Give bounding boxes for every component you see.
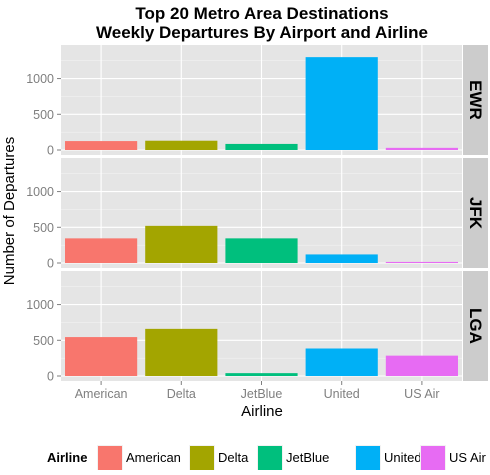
facet-strip-label: LGA <box>466 308 485 344</box>
facet-strip <box>463 271 488 381</box>
legend-key-swatch <box>356 446 380 470</box>
y-tick-label: 0 <box>47 144 54 158</box>
bar-ewr-us-air <box>385 147 458 150</box>
legend-title: Airline <box>47 450 87 465</box>
facet-strip-label: EWR <box>466 80 485 120</box>
y-tick-label: 500 <box>33 334 54 348</box>
y-tick-label: 1000 <box>26 185 54 199</box>
legend-label: United <box>384 450 422 465</box>
legend-key-swatch <box>190 446 214 470</box>
bar-lga-united <box>305 348 378 376</box>
bar-ewr-american <box>65 141 138 150</box>
bar-jfk-us-air <box>385 261 458 263</box>
x-axis-title: Airline <box>241 403 283 420</box>
panel-jfk: 0 500 1000 JFK <box>26 158 488 271</box>
x-tick-label: US Air <box>404 387 439 401</box>
bar-lga-american <box>65 337 138 376</box>
legend-label: US Air <box>449 450 487 465</box>
y-tick-label: 0 <box>47 257 54 271</box>
bar-jfk-american <box>65 238 138 263</box>
bar-ewr-jetblue <box>225 143 298 150</box>
chart-title-line-1: Top 20 Metro Area Destinations <box>135 4 388 23</box>
legend-item: United <box>355 445 422 471</box>
x-tick-label: United <box>324 387 360 401</box>
facet-strip <box>463 158 488 268</box>
legend-label: JetBlue <box>286 450 329 465</box>
y-tick-label: 500 <box>33 221 54 235</box>
y-tick-label: 1000 <box>26 72 54 86</box>
x-tick-label: JetBlue <box>241 387 283 401</box>
legend: Airline American Delta JetBlue United US Air <box>47 445 487 471</box>
legend-item: American <box>97 445 181 471</box>
y-tick-label: 0 <box>47 370 54 384</box>
legend-item: JetBlue <box>257 445 329 471</box>
legend-key-swatch <box>421 446 445 470</box>
legend-label: Delta <box>218 450 249 465</box>
panel-lga: 0 500 1000 LGA <box>26 271 488 384</box>
chart-title-line-2: Weekly Departures By Airport and Airline <box>96 23 428 42</box>
legend-item: US Air <box>420 445 487 471</box>
bar-lga-delta <box>145 328 218 376</box>
bar-ewr-united <box>305 57 378 151</box>
y-tick-label: 1000 <box>26 298 54 312</box>
y-axis-title: Number of Departures <box>1 137 18 285</box>
bar-jfk-jetblue <box>225 238 298 263</box>
legend-key-swatch <box>98 446 122 470</box>
legend-item: Delta <box>189 445 249 471</box>
bar-jfk-delta <box>145 225 218 263</box>
facet-strip <box>463 45 488 155</box>
bar-ewr-delta <box>145 140 218 150</box>
bar-jfk-united <box>305 254 378 263</box>
y-tick-label: 500 <box>33 108 54 122</box>
legend-label: American <box>126 450 181 465</box>
panel-ewr: 0 500 1000 EWR <box>26 45 488 158</box>
facet-strip-label: JFK <box>466 197 485 230</box>
x-tick-label: American <box>75 387 128 401</box>
bar-lga-us-air <box>385 355 458 376</box>
x-tick-label: Delta <box>167 387 196 401</box>
bar-lga-jetblue <box>225 373 298 376</box>
legend-key-swatch <box>258 446 282 470</box>
